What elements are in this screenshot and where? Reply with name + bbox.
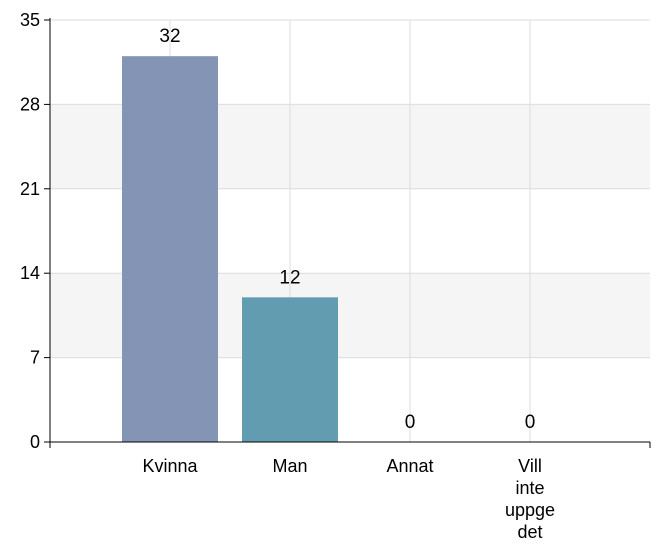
x-tick-label: Vill inte uppge det: [505, 456, 555, 542]
data-labels: 32 12 0 0: [159, 26, 535, 433]
x-tick-label: Kvinna: [142, 456, 198, 476]
y-axis-ticks: 0 7 14 21 28 35: [20, 10, 50, 452]
x-tick-label: Man: [272, 456, 307, 476]
y-tick-label: 21: [20, 179, 40, 199]
bar: [242, 297, 338, 442]
y-tick-label: 28: [20, 94, 40, 114]
data-label: 32: [159, 26, 180, 47]
x-axis-labels: Kvinna Man Annat Vill inte uppge det: [142, 456, 555, 542]
data-label: 0: [405, 412, 416, 433]
axes: [49, 18, 651, 448]
y-tick-label: 0: [30, 432, 40, 452]
data-label: 12: [279, 267, 300, 288]
bars: [122, 56, 338, 443]
y-tick-label: 35: [20, 10, 40, 30]
y-tick-label: 7: [30, 348, 40, 368]
x-tick-label: Annat: [386, 456, 433, 476]
data-label: 0: [525, 412, 536, 433]
bar: [122, 56, 218, 443]
y-tick-label: 14: [20, 263, 40, 283]
